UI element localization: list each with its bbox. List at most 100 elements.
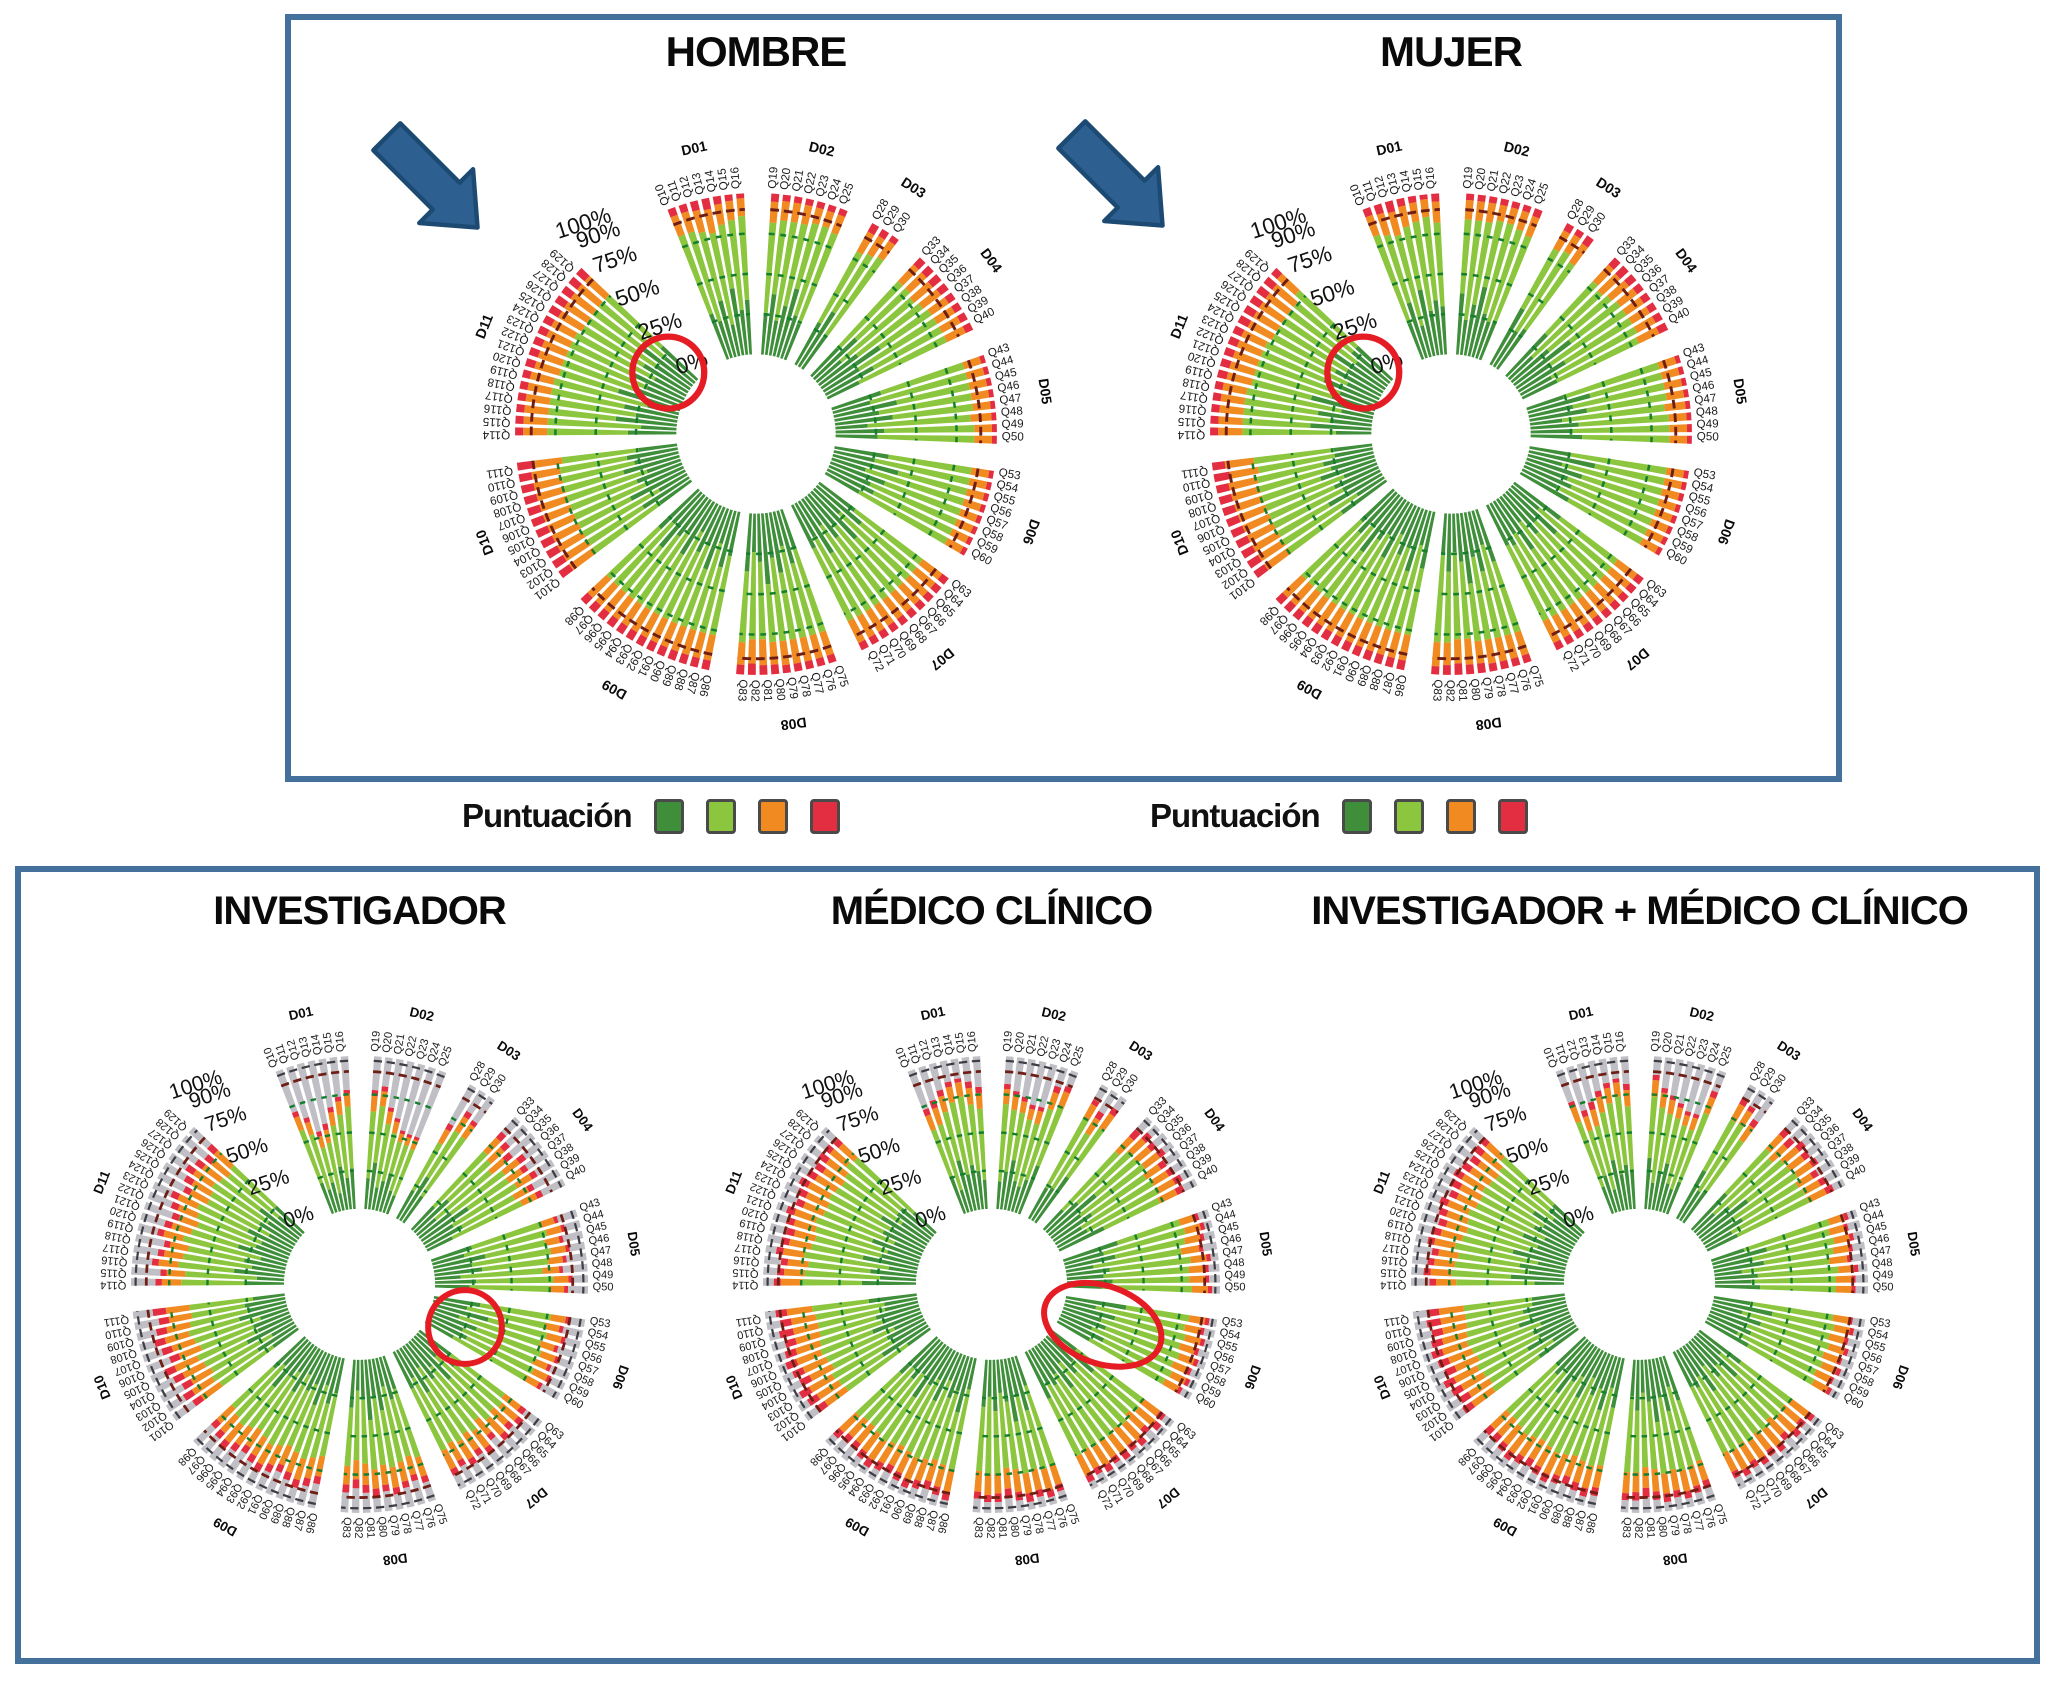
bar-segment-Q20 [999,1171,1008,1210]
gridline-90 [854,567,938,638]
bar-segment-Q55 [982,492,990,502]
bar-segment-Q65 [1617,591,1629,603]
na-segment-Q36 [1161,1141,1175,1154]
bar-segment-Q28 [1675,1169,1707,1220]
question-label: Q115 [1380,1266,1407,1280]
bar-segment-Q96 [1502,1423,1523,1446]
bar-segment-Q29 [426,1130,460,1179]
bar-segment-Q104 [551,522,581,543]
bar-segment-Q13 [965,1174,977,1211]
axis-tick-label: 50% [612,274,662,312]
na-segment-Q11 [286,1065,309,1119]
bar-segment-Q14 [969,1164,981,1210]
gridline-25 [1458,313,1498,325]
bar-segment-Q80 [1459,561,1471,640]
bar-segment-Q101 [906,1327,931,1347]
bar-segment-Q94 [1518,1435,1537,1458]
bar-segment-Q105 [196,1329,260,1361]
bar-segment-Q28 [1702,1119,1736,1173]
bar-segment-Q49 [1835,1275,1852,1283]
gridline-25 [413,1183,428,1194]
bar-segment-Q48 [1578,414,1669,427]
bar-segment-Q66 [448,1377,491,1421]
bar-segment-Q13 [1398,205,1410,228]
bar-segment-Q80 [1003,1467,1012,1489]
question-label: Q50 [1224,1281,1245,1294]
bar-segment-Q94 [636,530,691,605]
bar-segment-Q124 [807,1181,832,1200]
bar-segment-Q19 [761,312,768,355]
investigador-chart: Q10 Q11 Q12 Q13 Q14 Q15 Q16 D01 Q19 Q20 Q21 Q22 Q23 Q… [37,960,682,1605]
bar-segment-Q111 [189,1297,254,1311]
bar-segment-Q28 [1553,229,1571,252]
bar-segment-Q37 [1052,1212,1093,1243]
bar-segment-Q24 [1475,321,1491,359]
bar-segment-Q10 [291,1110,300,1119]
bar-segment-Q54 [1528,450,1596,469]
na-segment-Q103 [792,1392,803,1403]
bar-segment-Q95 [861,1430,881,1453]
bar-segment-Q44 [1183,1223,1202,1235]
na-segment-Q127 [1454,1143,1474,1161]
na-segment-Q22 [1678,1060,1695,1105]
question-label: Q15 [1601,1032,1615,1054]
bar-segment-Q49 [835,428,885,434]
bar-segment-Q63 [937,573,949,585]
bar-segment-Q66 [1765,1416,1785,1436]
bar-segment-Q121 [1536,1245,1570,1260]
bar-segment-Q16 [1623,1089,1631,1107]
bar-segment-Q105 [547,513,577,533]
bar-segment-Q104 [886,1317,925,1341]
na-segment-Q15 [1609,1056,1620,1080]
bar-segment-Q22 [1482,220,1504,288]
bar-segment-Q89 [285,1451,300,1474]
question-label: Q86 [303,1512,319,1535]
bar-segment-Q11 [309,1133,331,1191]
bar-segment-Q70 [1738,1441,1756,1463]
bar-segment-Q95 [921,1343,947,1375]
bar-segment-Q93 [291,1347,321,1393]
bar-segment-Q39 [1086,1188,1159,1233]
bar-segment-Q36 [449,1170,506,1216]
bar-segment-Q117 [635,412,678,423]
bar-segment-Q126 [654,363,691,391]
gridline-na [551,1318,582,1399]
bar-segment-Q102 [1489,1339,1554,1384]
bar-segment-Q125 [1243,305,1258,318]
na-segment-Q88 [918,1487,930,1504]
bar-segment-Q63 [1139,1397,1161,1417]
bar-segment-Q77 [1666,1410,1686,1471]
bar-segment-Q128 [845,1162,903,1211]
gridline-50 [1437,583,1506,596]
bar-segment-Q16 [975,1086,983,1094]
bar-segment-Q79 [1459,512,1473,584]
na-segment-Q92 [877,1470,891,1487]
bar-segment-Q44 [1828,1224,1845,1236]
na-segment-Q59 [1831,1377,1846,1391]
bar-segment-Q64 [1091,1369,1140,1412]
bar-segment-Q12 [937,1095,949,1113]
bar-segment-Q90 [656,644,668,657]
bar-segment-Q47 [1066,1267,1110,1277]
gridline-50 [1649,1131,1698,1145]
bar-segment-Q102 [1246,554,1262,569]
bar-segment-Q19 [769,201,779,224]
bar-segment-Q70 [878,628,890,640]
bar-segment-Q29 [797,311,836,368]
bar-segment-Q90 [948,1353,963,1382]
na-segment-Q129 [1468,1126,1485,1143]
na-segment-Q70 [471,1461,486,1479]
bar-segment-Q80 [372,1488,381,1498]
question-label: Q80 [1468,678,1483,701]
bar-segment-Q86 [1404,568,1425,636]
bar-segment-Q59 [1736,1331,1817,1376]
bar-segment-Q109 [1215,483,1231,494]
na-segment-Q77 [403,1486,415,1508]
domain-label: D10 [472,527,497,557]
bar-segment-Q24 [1522,204,1532,214]
bar-segment-Q108 [784,1337,797,1348]
bar-segment-Q57 [1669,514,1678,524]
bar-segment-Q79 [769,557,787,642]
bar-segment-Q69 [473,1446,484,1457]
gridline-90 [461,1096,487,1114]
